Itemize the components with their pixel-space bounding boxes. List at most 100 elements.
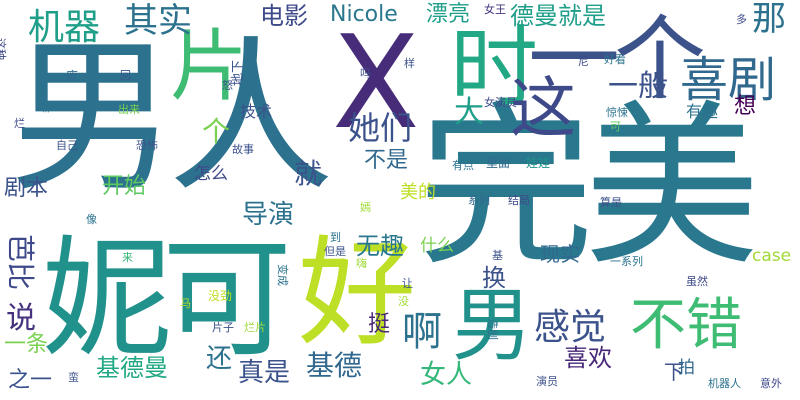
word-zhiyi: 之一 [8,368,53,393]
word-da: 大 [454,95,484,130]
word-x: X [332,9,420,158]
word-nike: 妮可 [42,223,292,375]
word-yan: 嫣 [360,201,371,214]
word-jiqiren: 机器人 [708,377,741,390]
word-ma2: 嘛 [40,101,51,114]
word-yixilie: 一系列 [610,255,643,268]
word-shenme: 什么 [420,236,454,256]
word-zhe: 这 [510,70,576,147]
word-yiban: 一般 [608,69,668,104]
word-demanjiushi: 德曼就是 [510,2,606,30]
word-kongbu: 恐怖 [136,139,158,152]
word-danshi: 但是 [324,245,346,258]
word-ge: 个 [202,115,231,148]
word-ganjue: 感觉 [534,307,607,348]
word-ji: 基 [492,249,503,262]
word-piaoliang: 漂亮 [426,2,471,27]
word-bucuo: 不错 [630,293,742,358]
word-jideman: 基德曼 [96,354,168,382]
word-suiran: 虽然 [686,275,708,288]
word-dao: 到 [330,231,341,244]
word-zhenshi: 真是 [238,358,291,388]
word-xiang: 想 [734,94,757,119]
word-ni: 尼 [578,55,589,68]
word-rang: 让 [402,277,413,290]
word-ziji: 自己 [56,139,78,152]
word-hai2: 嗨 [356,257,367,270]
word-biancheng: 变成 [276,264,289,286]
word-shuo: 说 [6,301,36,336]
word-a: 啊 [402,309,442,355]
word-kaishi: 开始 [102,174,147,199]
word-fei: 废 [66,69,79,83]
word-suanshi: 算是 [600,196,622,209]
word-jishu: 技术 [240,102,273,121]
word-case: case [752,246,792,266]
word-nvren: 女人 [420,360,473,390]
word-ma: 吗 [360,67,371,80]
word-babi: 芭比 [4,234,37,291]
word-meijin: 没劲 [208,289,233,303]
word-duo: 多 [736,13,747,26]
word-limian: 里面 [486,156,511,170]
word-hui: 回 [120,69,131,82]
word-pianzi: 片子 [212,321,234,334]
word-jieju: 结局 [508,194,530,207]
word-dixia: 地下 [231,59,246,86]
word-yang: 样 [404,57,415,70]
word-jiqi: 机器 [28,7,101,48]
word-meide: 美的 [400,182,436,203]
word-xia: 下 [664,360,684,384]
word-bushi: 不是 [364,148,409,173]
word-ma3: 马 [180,297,191,310]
word-nvwang: 女王 [484,3,506,16]
word-wanmei: 完美 [418,85,760,290]
word-daoyan: 导演 [242,200,295,230]
word-hao: 好 [298,224,417,362]
word-qishi: 其实 [124,1,192,41]
word-ke: 可 [610,120,621,133]
word-jingsong: 惊悚 [606,106,628,119]
word-jide: 基德 [306,349,363,382]
word-yiwai: 意外 [760,377,782,390]
word-man: 蛮 [68,371,79,384]
word-nanren: 男人 [10,22,334,215]
word-na: 那 [752,0,786,39]
word-xihuan: 喜欢 [564,344,612,372]
word-lanpian: 烂片 [244,321,266,334]
word-zhezhong: 这种 [0,38,7,60]
word-ting: 挺 [368,312,391,337]
word-youqu: 有趣 [686,102,719,121]
word-dianying: 电影 [260,2,308,30]
word-jiu: 就 [294,157,323,190]
word-nu: 怒 [222,79,233,92]
word-xilie: 系列 [468,194,490,207]
word-zaoju: 造剧 [486,318,499,340]
word-haokan: 好看 [604,53,626,66]
word-lan: 烂 [14,117,25,130]
word-youdian: 有点 [452,159,474,172]
word-lai: 来 [122,251,133,264]
word-yitiao: 一条 [4,332,49,357]
word-wawa: 娃娃 [526,156,551,170]
word-zenme: 怎么 [194,164,228,184]
word-tamen: 她们 [348,109,413,147]
word-juben: 剧本 [4,176,49,201]
word-yanyuan: 演员 [536,375,558,388]
word-nan: 男 [452,279,532,372]
word-xiju: 喜剧 [680,52,777,108]
word-xiang2: 像 [86,213,97,226]
word-nicole: Nicole [330,2,398,27]
word-huan: 换 [482,264,506,292]
word-hai: 还 [206,344,233,374]
word-shi: 时 [450,16,539,119]
word-yige: 一个 [528,6,706,113]
word-gushi: 故事 [232,143,254,156]
word-mei: 没 [398,295,409,308]
word-nvyanyuan: 女演员 [484,96,517,109]
word-pian: 片 [170,22,249,112]
word-pai: 拍 [678,358,695,378]
word-xianshi: 现实 [540,242,580,266]
word-chulai: 出来 [118,103,140,116]
